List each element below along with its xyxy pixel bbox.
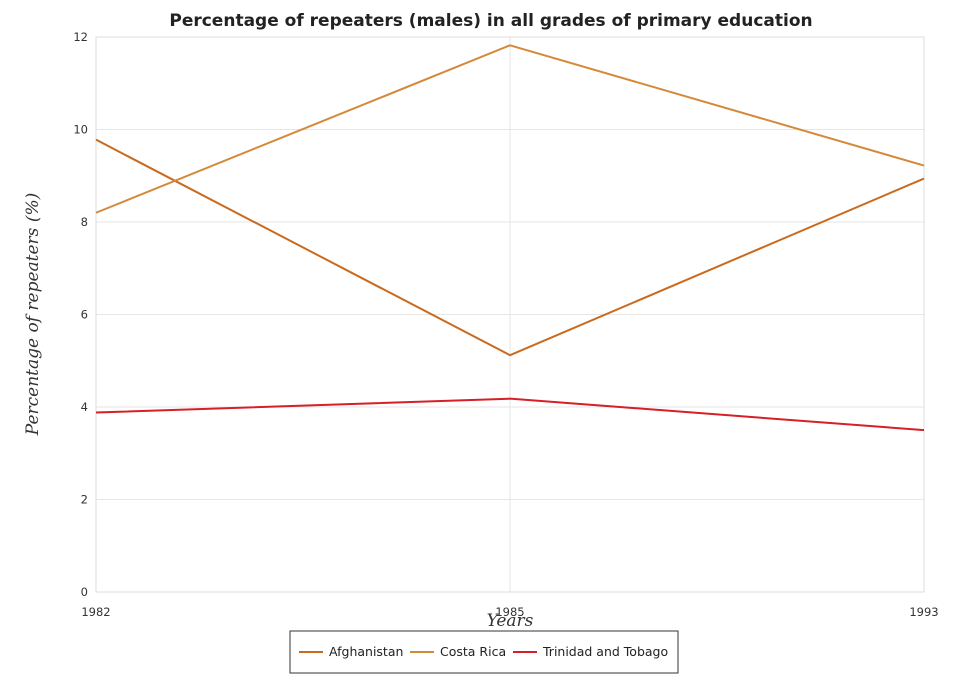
y-tick-label: 12 (73, 30, 88, 44)
grid (95, 36, 925, 593)
series-lines (95, 44, 925, 432)
legend-box (289, 630, 679, 674)
legend-label: Afghanistan (329, 644, 403, 659)
x-axis-label: Years (487, 611, 534, 631)
legend-label: Trinidad and Tobago (542, 644, 668, 659)
y-tick-label: 0 (81, 585, 88, 599)
y-axis-ticks: 0 2 4 6 8 10 12 (73, 30, 88, 599)
legend: Afghanistan Costa Rica Trinidad and Tobago (289, 630, 679, 674)
chart-title: Percentage of repeaters (males) in all g… (169, 11, 812, 31)
x-tick-label: 1982 (81, 605, 110, 619)
legend-label: Costa Rica (440, 644, 506, 659)
y-axis-label: Percentage of repeaters (%) (23, 193, 43, 436)
x-tick-label: 1985 (495, 605, 524, 619)
y-tick-label: 2 (81, 493, 88, 507)
y-tick-label: 6 (81, 308, 88, 322)
y-tick-label: 4 (81, 400, 88, 414)
y-tick-label: 8 (81, 215, 88, 229)
plot-frame (95, 36, 925, 593)
y-tick-label: 10 (73, 123, 88, 137)
x-axis-ticks: 1982 1985 1993 (81, 605, 938, 619)
x-tick-label: 1993 (909, 605, 938, 619)
